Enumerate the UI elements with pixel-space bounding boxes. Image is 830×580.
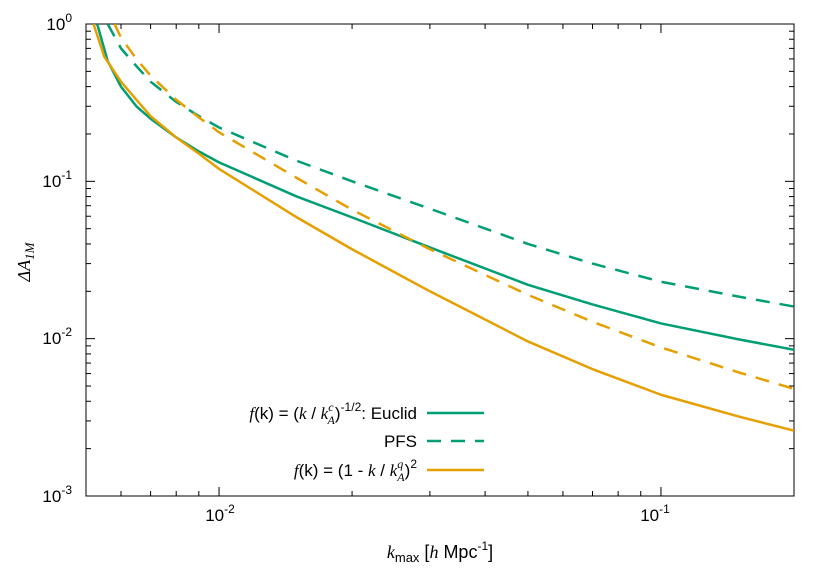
legend-entry-label: f(k) = (k / kc A)-1/2: Euclid [249, 400, 417, 427]
y-tick-0.01: 10-2 [42, 325, 72, 348]
y-tick-label: 10-2 [42, 325, 72, 348]
plot-frame [85, 23, 795, 497]
legend-entry-label: PFS [384, 432, 417, 451]
legend-entry-label: f(k) = (1 - k / kq A)2 [294, 457, 417, 484]
x-axis-title: kmax [h Mpc-1] [387, 539, 493, 565]
y-axis: 100 10-1 10-2 10-3 [42, 11, 794, 506]
y-tick-label: 100 [46, 11, 72, 34]
series-line-pfs_q [113, 24, 794, 391]
x-axis: 10-2 10-1 [85, 24, 795, 525]
series-line-euclid_q [92, 24, 794, 432]
y-tick-0.001: 10-3 [42, 483, 72, 506]
legend: f(k) = (k / kc A)-1/2: Euclid PFS f(k) = … [249, 400, 484, 484]
series-layer [92, 24, 794, 432]
y-axis-title: ΔA1M [14, 241, 37, 282]
y-tick-marks [86, 23, 794, 497]
y-tick-label: 10-3 [42, 483, 72, 506]
y-tick-0.1: 10-1 [42, 168, 72, 191]
x-tick-label: 10-1 [640, 502, 670, 525]
series-line-pfs_c [106, 24, 794, 308]
series-line-euclid_c [95, 24, 794, 351]
y-tick-label: 10-1 [42, 168, 72, 191]
x-tick-label: 10-2 [205, 502, 235, 525]
x-tick-marks [85, 24, 795, 496]
y-tick-1: 100 [46, 11, 72, 34]
